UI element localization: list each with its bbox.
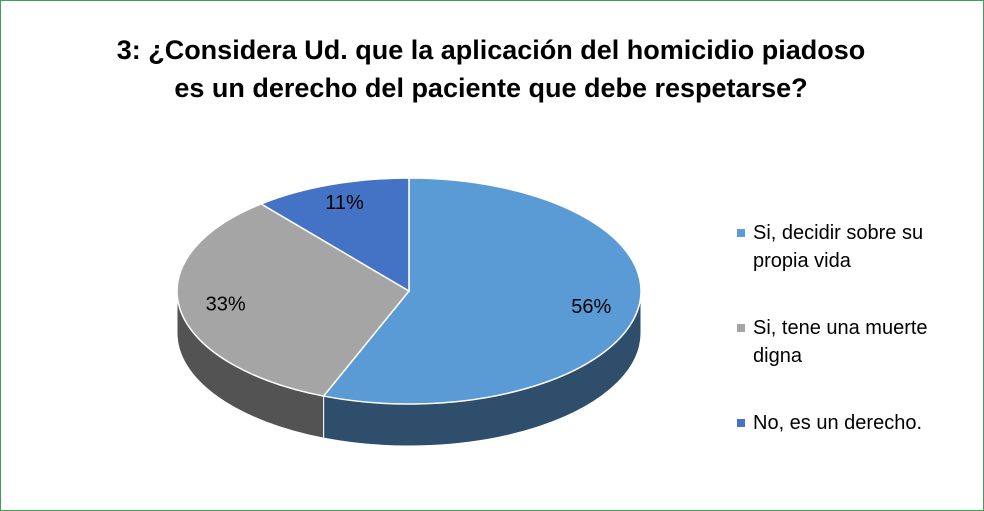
legend-swatch	[737, 419, 745, 427]
slice	[322, 177, 642, 405]
slice	[176, 203, 411, 397]
data-label: 56%	[571, 296, 611, 318]
legend-swatch	[737, 324, 745, 332]
chart-title: 3: ¿Considera Ud. que la aplicación del …	[116, 35, 866, 103]
legend-label: Si, tene una muerte digna	[753, 317, 928, 367]
data-label: 33%	[206, 293, 246, 315]
slice	[259, 177, 410, 293]
legend-swatch	[737, 229, 745, 237]
legend-item: No, es un derecho.	[737, 409, 952, 504]
legend: Si, decidir sobre su propia vida Si, tene…	[737, 219, 952, 504]
legend-item: Si, decidir sobre su propia vida	[737, 219, 952, 314]
legend-label: Si, decidir sobre su propia vida	[753, 222, 924, 272]
data-label: 11%	[325, 192, 364, 214]
legend-label: No, es un derecho.	[753, 412, 922, 434]
legend-item: Si, tene una muerte digna	[737, 314, 952, 409]
